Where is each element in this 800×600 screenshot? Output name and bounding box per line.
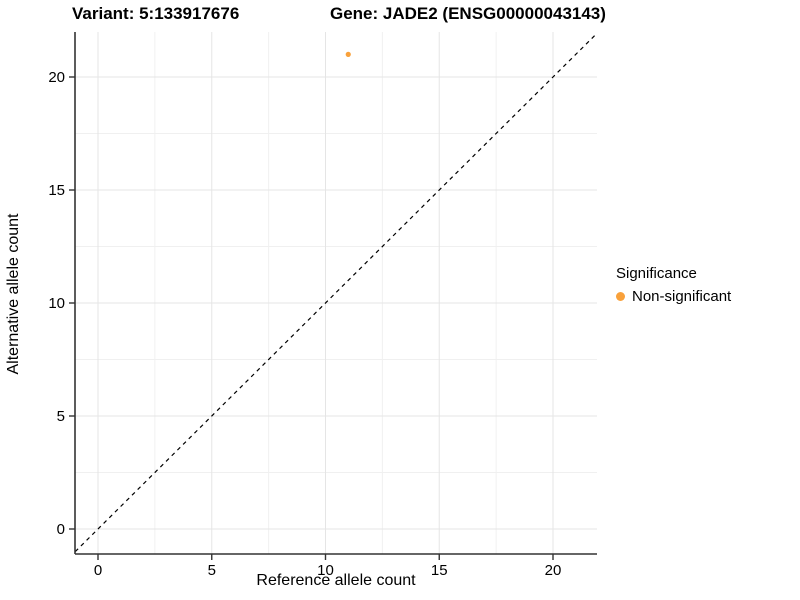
gene-title: Gene: JADE2 (ENSG00000043143) — [330, 4, 606, 23]
x-tick-label: 20 — [545, 562, 562, 579]
y-axis-title: Alternative allele count — [5, 213, 22, 375]
y-tick-label: 10 — [48, 295, 65, 312]
y-tick-label: 20 — [48, 69, 65, 86]
x-tick-label: 10 — [317, 562, 334, 579]
y-tick-label: 0 — [57, 521, 65, 538]
x-tick-label: 5 — [208, 562, 216, 579]
x-axis-title: Reference allele count — [256, 572, 416, 589]
legend-item-non-significant: Non-significant — [616, 288, 731, 305]
identity-dashed-line — [74, 33, 597, 553]
legend: Significance Non-significant — [616, 265, 731, 305]
x-tick-label: 0 — [94, 562, 102, 579]
legend-title: Significance — [616, 265, 697, 282]
y-tick-label: 15 — [48, 182, 65, 199]
legend-item-label: Non-significant — [632, 288, 732, 305]
variant-title: Variant: 5:133917676 — [72, 4, 240, 23]
data-point — [345, 51, 351, 58]
x-tick-label: 15 — [431, 562, 448, 579]
y-tick-label: 5 — [57, 408, 65, 425]
point-swatch-icon — [616, 292, 625, 301]
